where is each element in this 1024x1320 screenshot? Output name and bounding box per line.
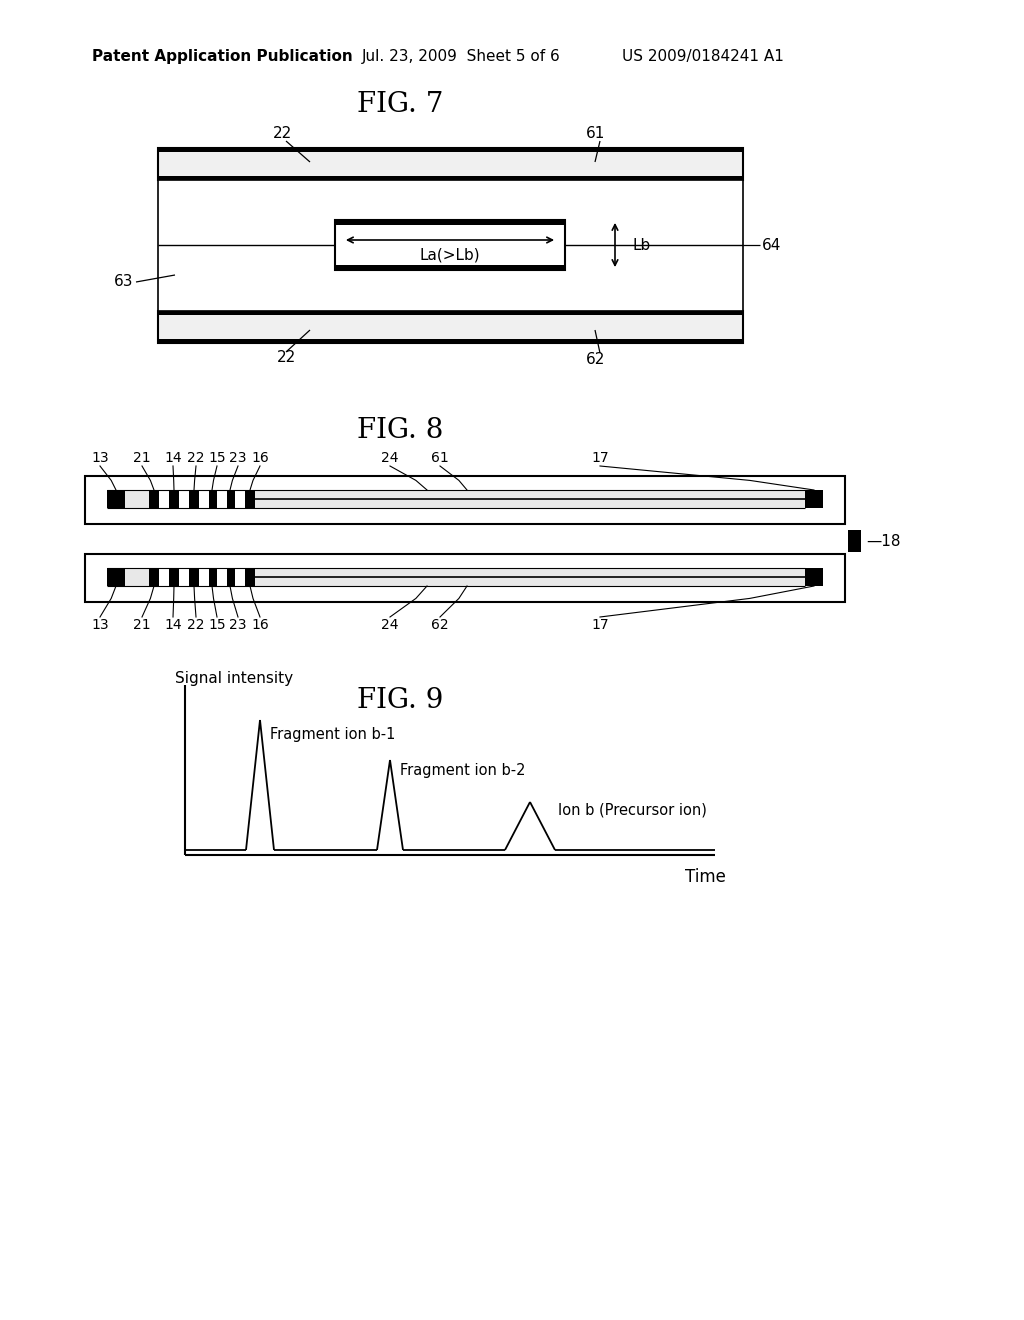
Text: Fragment ion b-2: Fragment ion b-2 xyxy=(400,763,525,777)
Bar xyxy=(159,568,169,586)
Bar xyxy=(234,490,245,508)
Text: —18: —18 xyxy=(866,533,900,549)
Text: Time: Time xyxy=(685,869,725,886)
Bar xyxy=(189,490,199,508)
Bar xyxy=(207,568,217,586)
Bar xyxy=(150,568,159,586)
Bar xyxy=(169,490,179,508)
Text: US 2009/0184241 A1: US 2009/0184241 A1 xyxy=(622,49,784,65)
Text: 14: 14 xyxy=(164,451,182,465)
Text: La(>Lb): La(>Lb) xyxy=(420,248,480,263)
Text: FIG. 8: FIG. 8 xyxy=(356,417,443,444)
Text: Lb: Lb xyxy=(633,238,651,252)
Text: 16: 16 xyxy=(251,618,269,632)
Text: 21: 21 xyxy=(133,451,151,465)
Bar xyxy=(159,490,169,508)
Text: 61: 61 xyxy=(587,127,605,141)
Text: 17: 17 xyxy=(591,451,609,465)
Text: FIG. 9: FIG. 9 xyxy=(356,686,443,714)
Text: 64: 64 xyxy=(762,238,781,252)
Text: Ion b (Precursor ion): Ion b (Precursor ion) xyxy=(558,803,707,817)
Bar xyxy=(848,531,861,552)
Bar xyxy=(217,490,227,508)
Bar xyxy=(179,490,189,508)
Bar xyxy=(335,220,565,224)
Bar xyxy=(225,568,234,586)
Bar xyxy=(335,220,565,271)
Bar xyxy=(199,490,209,508)
Bar xyxy=(158,180,743,312)
Text: Jul. 23, 2009  Sheet 5 of 6: Jul. 23, 2009 Sheet 5 of 6 xyxy=(362,49,561,65)
Text: 61: 61 xyxy=(431,451,449,465)
Text: 22: 22 xyxy=(272,127,292,141)
Bar xyxy=(106,490,125,508)
Text: 22: 22 xyxy=(276,351,296,366)
Bar xyxy=(106,490,823,508)
Bar xyxy=(245,568,255,586)
Text: 17: 17 xyxy=(591,618,609,632)
Text: 24: 24 xyxy=(381,618,398,632)
Bar xyxy=(85,554,845,602)
Bar xyxy=(207,490,217,508)
Text: FIG. 7: FIG. 7 xyxy=(356,91,443,119)
Bar xyxy=(169,568,179,586)
Text: 63: 63 xyxy=(114,275,133,289)
Bar xyxy=(106,568,125,586)
Text: 15: 15 xyxy=(208,451,226,465)
Bar xyxy=(805,568,823,586)
Bar xyxy=(335,265,565,271)
Text: Patent Application Publication: Patent Application Publication xyxy=(92,49,352,65)
Text: 62: 62 xyxy=(587,352,605,367)
Bar xyxy=(158,312,743,343)
Text: 62: 62 xyxy=(431,618,449,632)
Text: 23: 23 xyxy=(229,451,247,465)
Bar xyxy=(199,568,209,586)
Text: Fragment ion b-1: Fragment ion b-1 xyxy=(270,727,395,742)
Bar xyxy=(158,148,743,152)
Bar xyxy=(106,568,823,586)
Bar xyxy=(245,490,255,508)
Bar xyxy=(234,568,245,586)
Bar xyxy=(805,490,823,508)
Text: 22: 22 xyxy=(187,618,205,632)
Text: 14: 14 xyxy=(164,618,182,632)
Bar xyxy=(158,312,743,315)
Text: 22: 22 xyxy=(187,451,205,465)
Bar xyxy=(150,490,159,508)
Bar xyxy=(189,568,199,586)
Bar xyxy=(158,176,743,180)
Text: 13: 13 xyxy=(91,451,109,465)
Bar xyxy=(158,339,743,343)
Text: 16: 16 xyxy=(251,451,269,465)
Bar xyxy=(158,148,743,180)
Text: 23: 23 xyxy=(229,618,247,632)
Bar xyxy=(179,568,189,586)
Bar xyxy=(85,477,845,524)
Text: Signal intensity: Signal intensity xyxy=(175,671,293,685)
Text: 15: 15 xyxy=(208,618,226,632)
Text: 24: 24 xyxy=(381,451,398,465)
Text: 13: 13 xyxy=(91,618,109,632)
Bar xyxy=(217,568,227,586)
Bar xyxy=(225,490,234,508)
Text: 21: 21 xyxy=(133,618,151,632)
